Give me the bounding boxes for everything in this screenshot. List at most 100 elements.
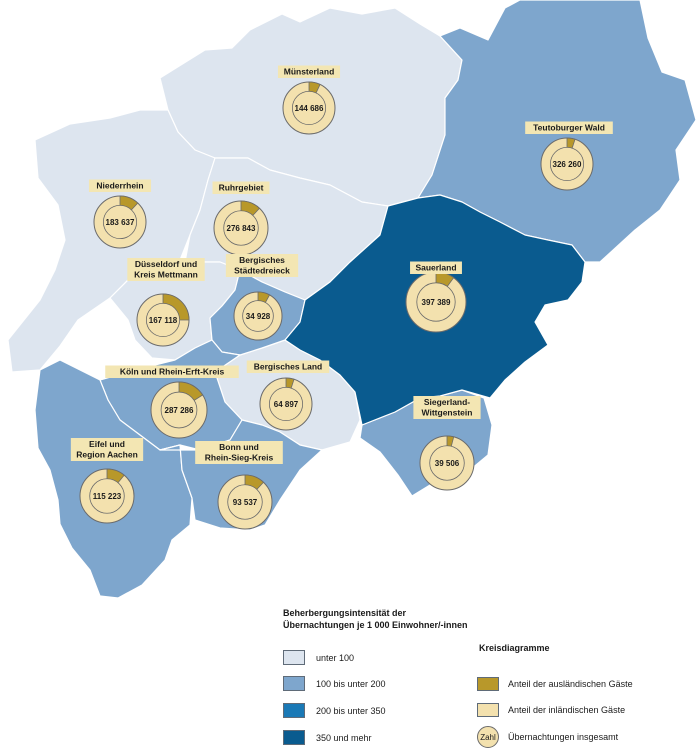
label-background [410, 261, 462, 274]
label-background [246, 360, 330, 373]
pie-total: 115 223 [93, 492, 122, 501]
region-label-text: Siegerland- [424, 397, 470, 407]
pie-bergisches-land: 64 897 [259, 377, 313, 431]
label-background [277, 65, 341, 78]
pie-center [242, 300, 274, 332]
label-k-ln-und-rhein-erft-kreis: Köln und Rhein-Erft-Kreis [105, 365, 239, 378]
legend-class-3-label: 200 bis unter 350 [316, 705, 386, 716]
pie-total: 93 537 [233, 498, 258, 507]
legend-class-4: 350 und mehr [283, 730, 372, 745]
pie-legend-domestic: Anteil der inländischen Gäste [477, 703, 625, 717]
region-label-text: Münsterland [284, 67, 335, 77]
swatch-unter-100 [283, 650, 305, 665]
legend-class-4-label: 350 und mehr [316, 732, 372, 743]
pie-total: 39 506 [435, 459, 460, 468]
swatch-auslaendisch [477, 677, 499, 691]
pie-eifel-und-region-aachen: 115 223 [79, 468, 135, 524]
region-label-text: Eifel und [89, 439, 125, 449]
pie-k-ln-und-rhein-erft-kreis: 287 286 [150, 381, 208, 439]
pie-center [145, 302, 181, 338]
legend-title-line2: Übernachtungen je 1 000 Einwohner/-innen [283, 620, 468, 630]
pie-niederrhein: 183 637 [93, 195, 147, 249]
label-background [88, 179, 152, 192]
pie-total: 144 686 [295, 104, 324, 113]
label-ruhrgebiet: Ruhrgebiet [212, 181, 270, 194]
region-label-text: Bergisches Land [254, 362, 323, 372]
pie-total: 397 389 [422, 298, 451, 307]
swatch-100-200 [283, 676, 305, 691]
swatch-350-mehr [283, 730, 305, 745]
pie-m-nsterland: 144 686 [282, 81, 336, 135]
label-sauerland: Sauerland [410, 261, 462, 274]
pie-center [89, 478, 125, 514]
pie-bonn-und-rhein-sieg-kreis: 93 537 [217, 474, 273, 530]
label-teutoburger-wald: Teutoburger Wald [525, 121, 613, 134]
pie-center [102, 204, 138, 240]
region-label-text: Rhein-Sieg-Kreis [205, 453, 274, 463]
region-label-text: Düsseldorf und [135, 259, 197, 269]
region-label-text: Ruhrgebiet [219, 183, 264, 193]
legend-class-2: 100 bis unter 200 [283, 676, 386, 691]
pie-center [268, 386, 304, 422]
region-label-text: Wittgenstein [422, 408, 473, 418]
label-background [413, 396, 481, 419]
pie-symbol-zahl: Zahl [477, 726, 499, 748]
pie-total: 64 897 [274, 400, 299, 409]
label-background [525, 121, 613, 134]
pie-legend-title: Kreisdiagramme [479, 643, 550, 653]
pie-legend-total-label: Übernachtungen insgesamt [508, 732, 619, 742]
label-background [70, 438, 144, 461]
label-background [127, 258, 205, 281]
region-label-text: Bergisches [239, 255, 285, 265]
swatch-200-350 [283, 703, 305, 718]
region-label-text: Sauerland [415, 263, 456, 273]
pie-teutoburger-wald: 326 260 [540, 137, 594, 191]
pie-center [549, 146, 585, 182]
label-siegerland-wittgenstein: Siegerland-Wittgenstein [413, 396, 481, 419]
pie-total: 167 118 [149, 316, 178, 325]
label-layer: Münsterland Teutoburger Wald Niederrhein Ru… [70, 65, 613, 464]
legend-title: Beherbergungsintensität der Übernachtung… [283, 607, 468, 631]
pie-total: 326 260 [553, 160, 582, 169]
legend-class-1-label: unter 100 [316, 652, 355, 663]
region-label-text: Städtedreieck [234, 266, 290, 276]
pie-center [429, 445, 465, 481]
legend-class-2-label: 100 bis unter 200 [316, 678, 386, 689]
region-label-text: Region Aachen [76, 450, 138, 460]
legend-title-line1: Beherbergungsintensität der [283, 608, 407, 618]
pie-center [160, 391, 198, 429]
pie-legend-foreign: Anteil der ausländischen Gäste [477, 677, 633, 691]
legend-class-3: 200 bis unter 350 [283, 703, 386, 718]
region-label-text: Niederrhein [96, 181, 143, 191]
pie-sauerland: 397 389 [405, 271, 467, 333]
region-label-text: Bonn und [219, 442, 259, 452]
label-background [225, 254, 299, 277]
label-background [105, 365, 239, 378]
label-background [212, 181, 270, 194]
pie-total: 287 286 [165, 406, 194, 415]
pie-center [227, 484, 263, 520]
pie-center [291, 90, 327, 126]
pie-legend-foreign-label: Anteil der ausländischen Gäste [508, 679, 633, 689]
pie-legend-domestic-label: Anteil der inländischen Gäste [508, 705, 626, 715]
pie-siegerland-wittgenstein: 39 506 [419, 435, 475, 491]
region-label-text: Teutoburger Wald [533, 123, 605, 133]
label-niederrhein: Niederrhein [88, 179, 152, 192]
swatch-inlaendisch [477, 703, 499, 717]
label-bergisches-land: Bergisches Land [246, 360, 330, 373]
region-label-text: Kreis Mettmann [134, 270, 198, 280]
label-m-nsterland: Münsterland [277, 65, 341, 78]
pie-center [223, 210, 259, 246]
pie-ruhrgebiet: 276 843 [213, 200, 269, 256]
pie-legend-total: Zahl Übernachtungen insgesamt [477, 726, 618, 748]
pie-layer: 144 686 326 260 183 637 276 843 167 118 34 92… [79, 81, 594, 530]
region-label-text: Köln und Rhein-Erft-Kreis [120, 367, 225, 377]
pie-total: 183 637 [106, 218, 135, 227]
pie-center [416, 282, 456, 322]
pie-d-sseldorf-und-kreis-mettmann: 167 118 [136, 293, 190, 347]
label-background [195, 441, 283, 464]
